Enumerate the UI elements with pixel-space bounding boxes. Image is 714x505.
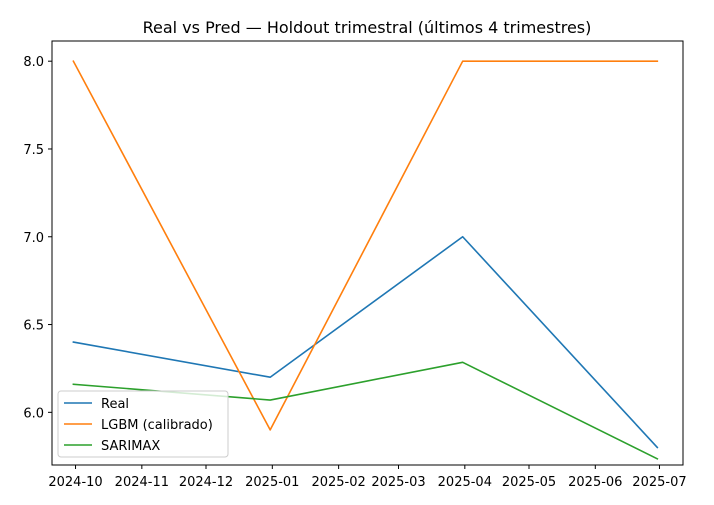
x-tick-label: 2025-03 bbox=[371, 475, 425, 490]
x-tick-label: 2025-06 bbox=[568, 475, 622, 490]
x-tick-label: 2025-05 bbox=[502, 475, 556, 490]
x-tick-label: 2025-01 bbox=[245, 475, 299, 490]
y-tick-label: 7.0 bbox=[23, 231, 44, 246]
plot-area bbox=[51, 40, 684, 466]
x-tick-label: 2024-12 bbox=[179, 475, 233, 490]
x-tick-label: 2025-02 bbox=[311, 475, 365, 490]
legend-label: SARIMAX bbox=[101, 439, 160, 454]
legend-box bbox=[57, 390, 229, 458]
series-line-real bbox=[72, 235, 659, 449]
legend: Real LGBM (calibrado) SARIMAX bbox=[57, 390, 229, 458]
x-tick-label: 2025-07 bbox=[632, 475, 686, 490]
series-line-lgbm-calibrado bbox=[72, 60, 659, 431]
legend-label: Real bbox=[101, 397, 129, 412]
y-tick-label: 6.5 bbox=[23, 319, 44, 334]
x-axis: 2024-10 2024-11 2024-12 2025-01 2025-02 2025-… bbox=[48, 465, 687, 490]
y-tick-label: 8.0 bbox=[23, 55, 44, 70]
chart-title: Real vs Pred — Holdout trimestral (últim… bbox=[143, 18, 592, 37]
y-axis: 6.0 6.5 7.0 7.5 8.0 bbox=[23, 55, 52, 421]
legend-label: LGBM (calibrado) bbox=[101, 418, 213, 433]
x-tick-label: 2025-04 bbox=[438, 475, 492, 490]
x-tick-label: 2024-11 bbox=[115, 475, 169, 490]
x-tick-label: 2024-10 bbox=[48, 475, 102, 490]
y-tick-label: 7.5 bbox=[23, 143, 44, 158]
y-tick-label: 6.0 bbox=[23, 406, 44, 421]
